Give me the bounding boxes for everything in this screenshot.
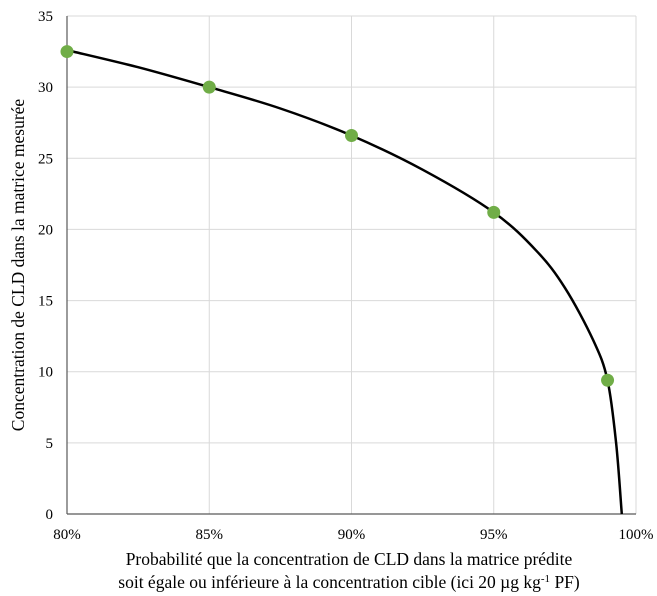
axis-titles: Probabilité que la concentration de CLD …: [8, 99, 580, 592]
data-point-3: [487, 205, 501, 219]
x-tick-label-0: 80%: [53, 527, 81, 543]
x-axis-title-line-1: Probabilité que la concentration de CLD …: [126, 549, 573, 569]
data-point-0: [60, 45, 74, 59]
data-point-2: [345, 129, 358, 143]
data-point-4: [601, 373, 615, 387]
y-tick-label-0: 0: [46, 507, 54, 523]
y-tick-label-6: 30: [38, 80, 53, 96]
tick-labels: 80% 85% 90% 95% 100% 0 5 10 15 20 25 30 35: [38, 9, 654, 543]
y-tick-label-4: 20: [38, 222, 53, 238]
grid: [67, 15, 637, 514]
y-tick-label-5: 25: [38, 151, 53, 167]
x-tick-label-2: 90%: [338, 527, 366, 543]
y-axis-title: Concentration de CLD dans la matrice mes…: [8, 99, 28, 432]
x-axis-title-main: soit égale ou inférieure à la concentrat…: [118, 572, 541, 592]
x-axis-title-line-2: soit égale ou inférieure à la concentrat…: [118, 572, 580, 592]
y-tick-label-1: 5: [46, 436, 54, 452]
axes: [66, 16, 636, 515]
x-axis-title-end: PF): [550, 572, 580, 592]
y-tick-label-7: 35: [38, 9, 53, 25]
x-axis-title-superscript: -1: [541, 573, 550, 585]
data-point-1: [202, 80, 216, 94]
y-tick-label-2: 10: [38, 365, 53, 381]
x-tick-label-4: 100%: [619, 527, 654, 543]
x-tick-label-1: 85%: [196, 527, 224, 543]
fit-curve: [66, 48, 624, 515]
x-tick-label-3: 95%: [480, 527, 508, 543]
fit-curve-layer: [66, 48, 624, 515]
y-tick-label-3: 15: [38, 294, 53, 310]
data-points: [60, 45, 615, 387]
